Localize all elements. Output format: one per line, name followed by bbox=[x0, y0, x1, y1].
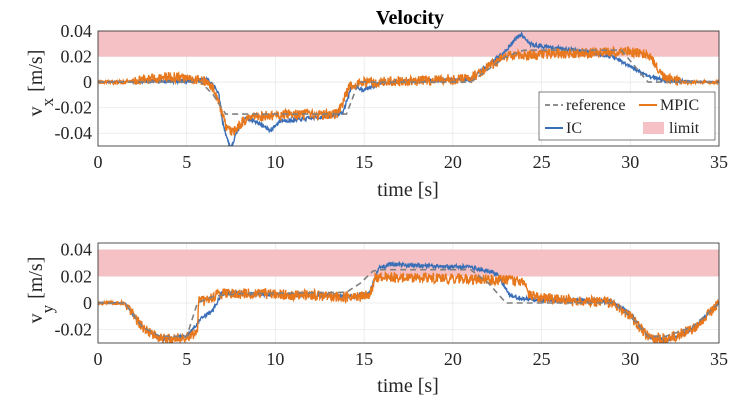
y-axis-label-subscript: y bbox=[38, 304, 57, 313]
legend-mpic-label: MPIC bbox=[660, 97, 699, 114]
x-tick-label: 30 bbox=[621, 349, 639, 369]
x-tick-label: 30 bbox=[621, 152, 639, 172]
x-tick-label: 15 bbox=[355, 152, 373, 172]
y-tick-labels: 0.04 0.02 0 -0.02 -0.04 bbox=[55, 21, 93, 143]
x-tick-label: 35 bbox=[710, 349, 728, 369]
legend-ic-label: IC bbox=[566, 120, 582, 137]
chart-title: Velocity bbox=[376, 7, 444, 29]
x-tick-label: 25 bbox=[533, 349, 551, 369]
legend: reference MPIC IC limit bbox=[538, 91, 716, 141]
y-tick-label: 0 bbox=[83, 293, 92, 313]
x-tick-label: 20 bbox=[444, 152, 462, 172]
y-tick-label: -0.02 bbox=[55, 320, 93, 340]
y-tick-label: -0.04 bbox=[55, 123, 93, 143]
legend-limit-swatch bbox=[643, 122, 664, 134]
y-tick-label: 0.04 bbox=[61, 240, 93, 260]
x-tick-label: 0 bbox=[94, 349, 103, 369]
y-axis-label-symbol: v bbox=[25, 106, 47, 116]
y-axis-label: vy [m/s] bbox=[25, 257, 57, 324]
series-lines bbox=[98, 31, 719, 146]
x-tick-label: 35 bbox=[710, 152, 728, 172]
x-tick-label: 15 bbox=[355, 349, 373, 369]
axes-frame bbox=[97, 30, 720, 147]
x-tick-label: 10 bbox=[266, 152, 284, 172]
x-tick-label: 0 bbox=[94, 152, 103, 172]
y-axis-label-unit: [m/s] bbox=[25, 257, 47, 299]
x-axis-label: time [s] bbox=[377, 375, 439, 397]
plot-vy: 0.040.020-0.02 0 5 10 15 20 25 30 35 time [s] v… bbox=[25, 240, 728, 397]
y-tick-label: -0.02 bbox=[55, 98, 93, 118]
x-tick-label: 25 bbox=[533, 152, 551, 172]
y-axis-label-unit: [m/s] bbox=[25, 50, 47, 92]
limit-band bbox=[98, 249, 719, 277]
x-tick-labels: 0 5 10 15 20 25 30 35 bbox=[94, 349, 729, 369]
y-tick-label: 0.02 bbox=[61, 47, 93, 67]
y-tick-label: 0.04 bbox=[61, 21, 93, 41]
y-tick-label: 0.02 bbox=[61, 266, 93, 286]
limit-band bbox=[98, 31, 719, 57]
x-tick-label: 10 bbox=[266, 349, 284, 369]
x-tick-label: 20 bbox=[444, 349, 462, 369]
y-tick-labels: 0.04 0.02 0 -0.02 bbox=[55, 240, 93, 340]
svg-text:vy[m/s]: vy [m/s] bbox=[25, 257, 57, 324]
x-axis-label: time [s] bbox=[377, 179, 439, 201]
series-mpic-line bbox=[98, 270, 719, 343]
x-tick-labels: 0 5 10 15 20 25 30 35 bbox=[94, 152, 729, 172]
y-axis-label-symbol: v bbox=[25, 313, 47, 323]
svg-text:vx[m/s]: vx [m/s] bbox=[25, 50, 57, 117]
y-axis-label: vx [m/s] bbox=[25, 50, 57, 117]
series-lines bbox=[98, 260, 719, 343]
plot-vx: Velocity 0.04 0.02 0 -0.02 -0.04 0 5 10 15 20 25 3… bbox=[25, 7, 728, 201]
axes-frame bbox=[97, 242, 720, 344]
x-tick-label: 5 bbox=[182, 349, 191, 369]
y-axis-label-subscript: x bbox=[38, 97, 57, 106]
x-tick-label: 5 bbox=[182, 152, 191, 172]
series-reference-line bbox=[98, 268, 719, 338]
legend-limit-label: limit bbox=[669, 120, 700, 137]
series-reference-line bbox=[98, 49, 719, 115]
y-tick-label: 0 bbox=[83, 72, 92, 92]
legend-reference-label: reference bbox=[566, 97, 626, 114]
